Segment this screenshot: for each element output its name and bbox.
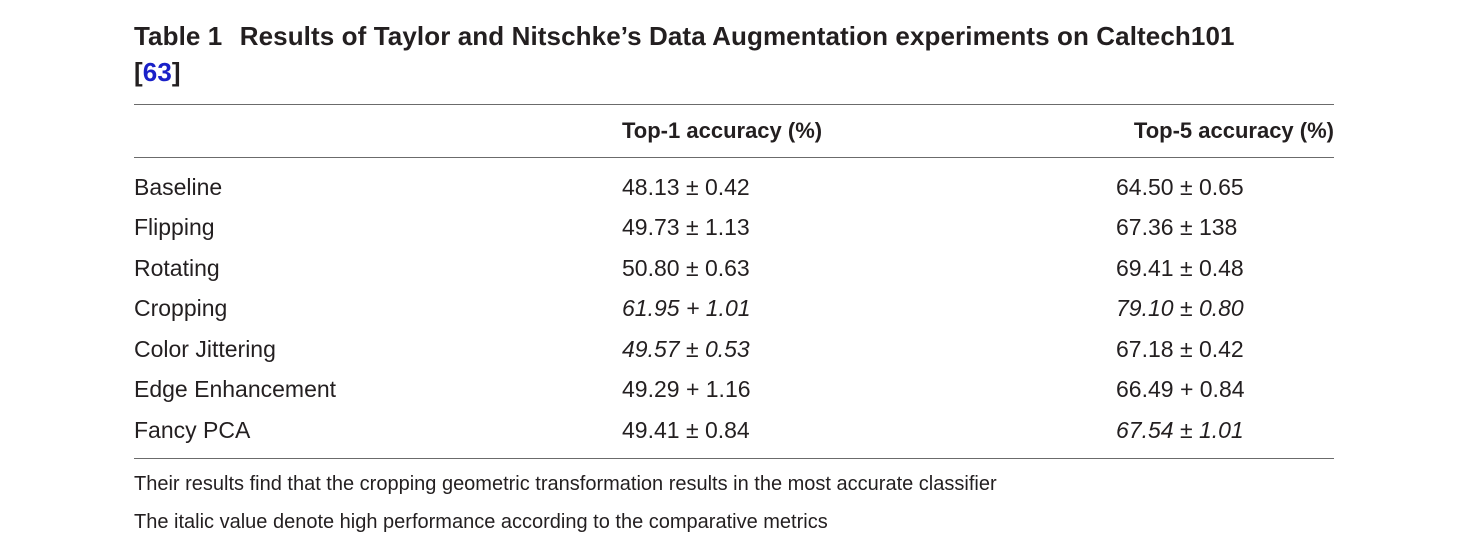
- row-top5-value: 66.49 + 0.84: [1116, 376, 1245, 403]
- row-top1-value: 61.95 + 1.01: [622, 295, 751, 322]
- table-footnotes: Their results find that the cropping geo…: [134, 465, 1334, 541]
- table-figure: Table 1 Results of Taylor and Nitschke’s…: [134, 18, 1334, 541]
- table-title: Results of Taylor and Nitschke’s Data Au…: [239, 21, 1235, 51]
- row-top5-value: 64.50 ± 0.65: [1116, 173, 1244, 200]
- table-top-rule: [134, 104, 1334, 105]
- footnote: The italic value denote high performance…: [134, 510, 828, 533]
- row-top5-value: 67.18 ± 0.42: [1116, 335, 1244, 362]
- row-method-name: Flipping: [134, 214, 215, 241]
- table-row: Fancy PCA 49.41 ± 0.84 67.54 ± 1.01: [134, 410, 1334, 451]
- row-top1-value: 49.73 ± 1.13: [622, 214, 750, 241]
- table-row: Cropping 61.95 + 1.01 79.10 ± 0.80: [134, 289, 1334, 330]
- row-top5-value: 79.10 ± 0.80: [1116, 295, 1244, 322]
- row-method-name: Cropping: [134, 295, 228, 322]
- table-header-rule: [134, 157, 1334, 158]
- table-row: Color Jittering 49.57 ± 0.53 67.18 ± 0.42: [134, 329, 1334, 370]
- table-label: Table 1: [134, 21, 223, 51]
- row-top5-value: 67.36 ± 138: [1116, 214, 1238, 241]
- footnote: Their results find that the cropping geo…: [134, 472, 997, 495]
- ref-open-bracket: [: [134, 57, 143, 87]
- ref-close-bracket: ]: [171, 57, 181, 87]
- row-method-name: Baseline: [134, 173, 223, 200]
- table-row: Baseline 48.13 ± 0.42 64.50 ± 0.65: [134, 167, 1334, 208]
- table-header-row: Top-1 accuracy (%) Top-5 accuracy (%): [134, 105, 1334, 157]
- row-top1-value: 49.57 ± 0.53: [622, 335, 750, 362]
- row-top1-value: 49.41 ± 0.84: [622, 416, 750, 443]
- table-bottom-rule: [134, 457, 1334, 459]
- row-top5-value: 67.54 ± 1.01: [1116, 416, 1244, 443]
- row-top5-value: 69.41 ± 0.48: [1116, 254, 1244, 281]
- table-row: Rotating 50.80 ± 0.63 69.41 ± 0.48: [134, 248, 1334, 289]
- citation-link[interactable]: 63: [142, 57, 172, 87]
- row-method-name: Edge Enhancement: [134, 376, 337, 403]
- table-row: Flipping 49.73 ± 1.13 67.36 ± 138: [134, 208, 1334, 249]
- table-body: Baseline 48.13 ± 0.42 64.50 ± 0.65 Flipping…: [134, 158, 1334, 458]
- row-method-name: Fancy PCA: [134, 416, 251, 443]
- table-row: Edge Enhancement 49.29 + 1.16 66.49 + 0.84: [134, 370, 1334, 411]
- header-top5-accuracy: Top-5 accuracy (%): [1133, 118, 1334, 143]
- header-top1-accuracy: Top-1 accuracy (%): [622, 118, 823, 143]
- row-method-name: Rotating: [134, 254, 220, 281]
- row-top1-value: 50.80 ± 0.63: [622, 254, 750, 281]
- row-top1-value: 48.13 ± 0.42: [622, 173, 750, 200]
- row-top1-value: 49.29 + 1.16: [622, 376, 751, 403]
- row-method-name: Color Jittering: [134, 335, 276, 362]
- table-caption: Table 1 Results of Taylor and Nitschke’s…: [134, 18, 1334, 90]
